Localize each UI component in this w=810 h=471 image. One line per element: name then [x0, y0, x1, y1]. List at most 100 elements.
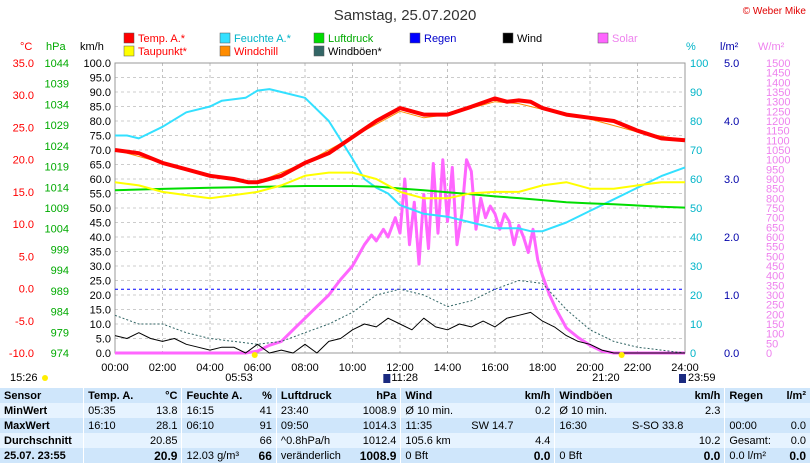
solar-tick-label: 300	[766, 290, 784, 302]
humidity-tick-label: 20	[690, 290, 702, 302]
x-tick-label: 22:00	[624, 362, 652, 374]
pressure-tick-label: 1024	[45, 141, 69, 153]
rain-label: 0.0 l/m²	[724, 448, 780, 463]
sunrise-label: 05:53	[225, 372, 253, 384]
gust-label: 0 Bft	[554, 448, 623, 463]
pressure-tick-label: 1019	[45, 162, 69, 174]
temp-tick-label: 20.0	[13, 155, 34, 167]
stats-table: Sensor Temp. A. °C Feuchte A. % Luftdruc…	[0, 388, 810, 463]
temp-tick-label: 5.0	[19, 251, 34, 263]
legend-swatch	[219, 32, 231, 44]
humidity-tick-label: 50	[690, 203, 702, 215]
solar-tick-label: 250	[766, 300, 784, 312]
stats-col-rain-unit: l/m²	[786, 389, 806, 402]
solar-tick-label: 900	[766, 174, 784, 186]
legend-label: Feuchte A.*	[234, 33, 292, 45]
temp-tick-label: -10.0	[9, 348, 34, 360]
stats-row-current: 25.07. 23:55 20.9 12.03 g/m³ 66 veränder…	[0, 448, 810, 463]
stats-col-press: Luftdruck	[275, 388, 352, 403]
wind-direction: SW 14.7	[471, 419, 514, 432]
solar-tick-label: 650	[766, 222, 784, 234]
sunrise-marker	[251, 352, 258, 358]
legend-swatch	[313, 45, 325, 57]
legend-label: Windchill	[234, 46, 278, 58]
wind-tick-label: 65.0	[90, 160, 111, 172]
stats-col-hum: Feuchte A.	[181, 388, 253, 403]
x-tick-label: 12:00	[386, 362, 414, 374]
row-label: MaxWert	[4, 419, 50, 432]
series-line-temp-a	[114, 96, 686, 185]
hum-value: 66	[259, 434, 272, 447]
press-value: 1014.3	[362, 419, 397, 432]
legend-label: Wind	[517, 33, 542, 45]
wind-tick-label: 60.0	[90, 174, 111, 186]
gust-label: Ø 10 min.	[554, 403, 623, 418]
day-start-label: 15:26	[10, 372, 38, 384]
row-label: 25.07. 23:55	[4, 449, 66, 462]
wind-tick-label: 75.0	[90, 131, 111, 143]
legend-swatch	[597, 32, 609, 44]
rain-axis-unit: l/m²	[720, 41, 739, 53]
stats-col-wind: Wind	[400, 388, 463, 403]
gust-value: 0.0	[703, 448, 721, 463]
series-line-luftdruck	[114, 185, 686, 209]
gust-label: 16:30	[554, 418, 623, 433]
x-tick-label: 08:00	[291, 362, 319, 374]
gust-value	[687, 418, 724, 433]
wind-tick-label: 95.0	[90, 73, 111, 85]
wind-tick-label: 40.0	[90, 232, 111, 244]
legend-label: Regen	[424, 33, 456, 45]
temp-axis-unit: °C	[20, 41, 32, 53]
pressure-tick-label: 1039	[45, 79, 69, 91]
humidity-tick-label: 90	[690, 87, 702, 99]
wind-tick-label: 0.0	[96, 348, 111, 360]
day-end-label: 23:59	[688, 372, 716, 384]
wind-tick-label: 35.0	[90, 247, 111, 259]
pressure-tick-label: 979	[51, 327, 69, 339]
pressure-tick-label: 1044	[45, 58, 69, 70]
solar-axis-unit: W/m²	[758, 41, 785, 53]
x-tick-label: 16:00	[481, 362, 509, 374]
pressure-tick-label: 984	[51, 307, 69, 319]
press-time: 09:50	[275, 418, 352, 433]
wind-axis-unit: km/h	[80, 41, 104, 53]
solar-tick-label: 50	[766, 338, 778, 350]
rain-tick-label: 4.0	[724, 116, 739, 128]
humidity-tick-label: 40	[690, 232, 702, 244]
solar-tick-label: 0	[766, 348, 772, 360]
solar-tick-label: 700	[766, 213, 784, 225]
rain-tick-label: 5.0	[724, 58, 739, 70]
x-tick-label: 24:00	[671, 362, 699, 374]
day-end-marker	[679, 374, 686, 383]
series-line-taupunkt	[114, 171, 685, 200]
wind-value: 4.4	[535, 434, 551, 447]
wind-tick-label: 10.0	[90, 319, 111, 331]
temp-value: 20.85	[149, 434, 178, 447]
humidity-tick-label: 10	[690, 319, 702, 331]
rain-label: Gesamt:	[724, 433, 780, 448]
solar-tick-label: 100	[766, 329, 784, 341]
wind-label: 105.6 km	[400, 433, 463, 448]
hum-abs: 12.03 g/m³	[181, 448, 253, 463]
solar-tick-label: 1400	[766, 77, 790, 89]
legend-swatch	[409, 32, 421, 44]
humidity-axis-unit: %	[686, 41, 696, 53]
wind-tick-label: 80.0	[90, 116, 111, 128]
stats-row-max: MaxWert 16:10 28.1 06:10 91 09:50 1014.3…	[0, 418, 810, 433]
pressure-tick-label: 1034	[45, 99, 69, 111]
wind-tick-label: 85.0	[90, 102, 111, 114]
chart-series	[114, 88, 686, 355]
rain-label: 00:00	[724, 418, 780, 433]
humidity-tick-label: 80	[690, 116, 702, 128]
solar-tick-label: 1250	[766, 106, 790, 118]
wind-value	[517, 418, 554, 433]
stats-row-avg: Durchschnitt 20.85 66 ^0.8hPa/h 1012.4 1…	[0, 433, 810, 448]
stats-header-row: Sensor Temp. A. °C Feuchte A. % Luftdruc…	[0, 388, 810, 403]
temp-tick-label: 30.0	[13, 90, 34, 102]
solar-tick-label: 1500	[766, 58, 790, 70]
solar-tick-label: 400	[766, 271, 784, 283]
solar-tick-label: 200	[766, 309, 784, 321]
x-tick-label: 10:00	[339, 362, 367, 374]
stats-col-wind-unit: km/h	[524, 389, 551, 402]
legend-label: Temp. A.*	[138, 33, 186, 45]
